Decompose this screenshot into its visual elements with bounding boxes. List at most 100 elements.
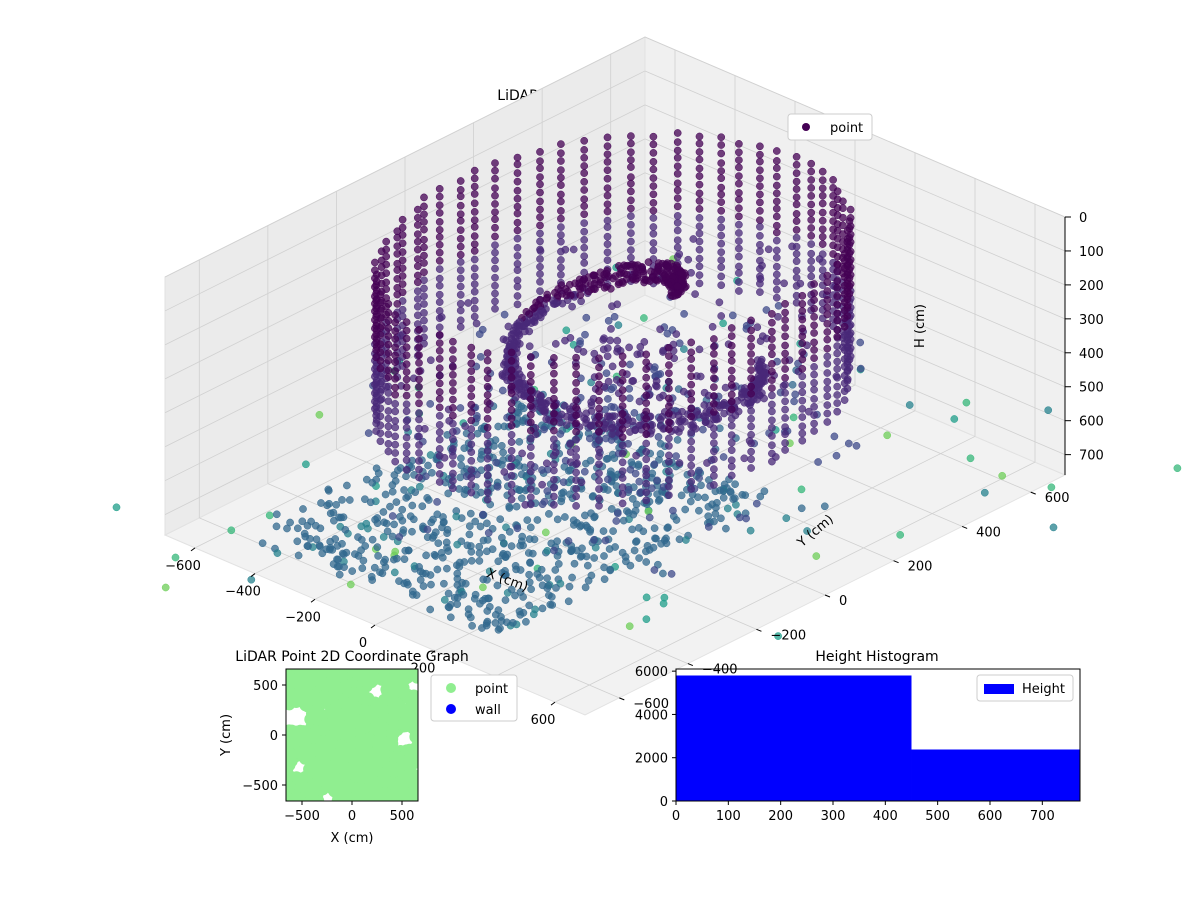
- point-3d: [798, 372, 807, 381]
- point-3d: [723, 504, 732, 513]
- point-3d: [572, 427, 580, 436]
- point-3d: [649, 165, 658, 174]
- point-3d: [460, 558, 469, 566]
- point-3d: [603, 248, 612, 257]
- point-3d: [644, 258, 653, 266]
- point-3d: [717, 141, 726, 149]
- point-3d: [687, 485, 696, 493]
- point-3d: [526, 460, 535, 469]
- point-3d: [376, 396, 385, 404]
- point-3d: [781, 439, 789, 447]
- point-3d: [762, 306, 771, 314]
- point-3d: [435, 248, 444, 257]
- tick-label-hist-x: 700: [1030, 809, 1055, 824]
- point-3d: [656, 450, 665, 458]
- point-3d: [653, 267, 662, 276]
- point-3d: [496, 624, 504, 633]
- point-3d: [526, 434, 535, 443]
- point-3d: [415, 399, 423, 408]
- point-3d: [335, 570, 344, 579]
- point-3d: [580, 467, 589, 476]
- point-3d: [562, 421, 571, 429]
- point-3d: [525, 535, 534, 543]
- point-3d: [642, 439, 651, 448]
- point-3d: [569, 245, 578, 254]
- point-3d: [717, 174, 726, 183]
- point-3d: [478, 624, 486, 632]
- tick-3d-x: [190, 547, 196, 552]
- point-3d: [548, 601, 557, 609]
- chart-3d-zlabel: H (cm): [913, 304, 928, 348]
- point-3d: [810, 411, 818, 419]
- point-3d: [378, 569, 387, 578]
- point-3d: [550, 546, 558, 555]
- point-3d: [710, 335, 718, 343]
- point-3d: [536, 255, 544, 263]
- point-3d: [635, 477, 644, 486]
- point-3d: [557, 181, 565, 189]
- point-3d: [460, 444, 469, 453]
- point-3d: [374, 469, 383, 478]
- point-3d: [595, 469, 603, 478]
- point-3d: [603, 240, 612, 249]
- point-2d: [397, 675, 409, 688]
- point-3d: [672, 452, 680, 460]
- point-3d: [420, 202, 428, 211]
- point-3d: [627, 132, 635, 140]
- point-3d: [642, 471, 651, 480]
- point-3d: [629, 377, 638, 385]
- point-3d: [580, 177, 589, 186]
- point-3d: [807, 184, 816, 192]
- point-3d: [525, 601, 534, 610]
- point-3d: [366, 498, 375, 507]
- point-2d: [286, 669, 295, 682]
- point-3d: [427, 580, 435, 589]
- point-3d: [839, 221, 847, 230]
- point-3d: [543, 546, 552, 555]
- tick-label-3d-x: 0: [359, 636, 367, 651]
- point-3d: [629, 510, 638, 519]
- point-3d: [642, 373, 651, 382]
- point-3d: [823, 418, 832, 426]
- point-3d: [665, 457, 673, 466]
- point-3d: [426, 400, 435, 408]
- point-3d: [727, 350, 736, 358]
- point-3d: [768, 416, 776, 425]
- point-3d: [717, 223, 726, 232]
- point-2d: [341, 778, 354, 791]
- point-3d: [449, 435, 457, 443]
- point-3d: [557, 197, 565, 206]
- point-3d: [550, 417, 558, 426]
- point-3d: [642, 464, 651, 473]
- point-3d: [735, 278, 743, 286]
- point-3d: [384, 340, 393, 349]
- point-3d: [286, 518, 294, 527]
- point-3d: [377, 263, 386, 271]
- tick-3d-y: [824, 594, 831, 598]
- point-3d: [332, 500, 341, 509]
- point-3d: [618, 417, 627, 425]
- point-3d: [435, 339, 444, 347]
- point-3d: [575, 279, 584, 288]
- point-3d: [467, 400, 476, 409]
- point-3d: [807, 159, 816, 168]
- point-2d: [364, 705, 377, 718]
- point-3d: [520, 463, 529, 472]
- point-2d: [296, 780, 309, 793]
- point-3d: [384, 332, 393, 340]
- point-3d: [580, 136, 589, 145]
- point-3d: [470, 296, 479, 305]
- point-3d: [550, 483, 558, 492]
- point-3d: [538, 480, 546, 489]
- point-3d: [735, 179, 743, 188]
- point-3d: [373, 514, 382, 522]
- point-3d: [717, 190, 726, 199]
- point-3d: [376, 404, 385, 413]
- point-3d: [756, 150, 764, 159]
- point-3d: [618, 394, 627, 403]
- point-3d: [798, 339, 807, 348]
- point-3d: [467, 392, 476, 400]
- point-3d: [639, 527, 648, 536]
- point-3d: [768, 432, 776, 440]
- point-3d: [435, 233, 444, 241]
